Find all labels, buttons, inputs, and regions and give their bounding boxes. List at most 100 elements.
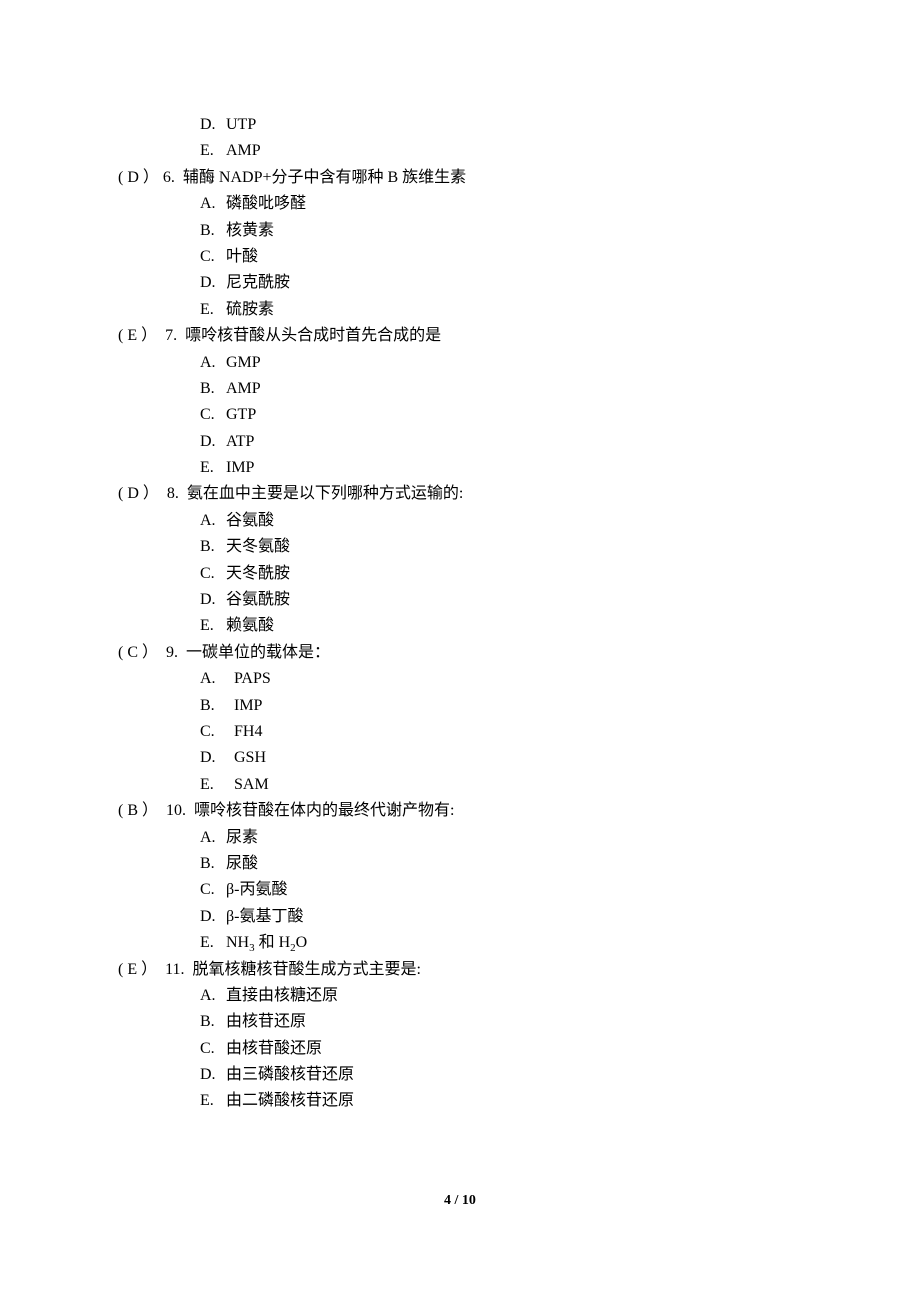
option-text: 磷酸吡哆醛 [226, 195, 306, 212]
question-number: 6. [163, 169, 175, 186]
option-letter: C. [200, 561, 226, 587]
option-line: D.β-氨基丁酸 [118, 904, 802, 930]
answer-letter: B [127, 802, 138, 819]
option-letter: B. [200, 218, 226, 244]
option-text: NH3 和 H2O [226, 934, 307, 951]
option-line: B.天冬氨酸 [118, 534, 802, 560]
option-letter: D. [200, 587, 226, 613]
option-text: AMP [226, 142, 261, 159]
option-letter: E. [200, 772, 234, 798]
option-letter: E. [200, 297, 226, 323]
option-line: D.谷氨酰胺 [118, 587, 802, 613]
option-line: A.直接由核糖还原 [118, 983, 802, 1009]
answer-marker: ( [118, 802, 127, 819]
option-line: E.NH3 和 H2O [118, 930, 802, 956]
option-line: A.尿素 [118, 825, 802, 851]
option-text: 由核苷还原 [226, 1013, 306, 1030]
option-text: 核黄素 [226, 222, 274, 239]
option-text: ATP [226, 433, 254, 450]
question-text: 嘌呤核苷酸在体内的最终代谢产物有: [194, 802, 454, 819]
question-text: 脱氧核糖核苷酸生成方式主要是: [193, 961, 421, 978]
option-line: E.SAM [118, 772, 802, 798]
question-text: 一碳单位的载体是： [186, 644, 330, 661]
option-line: D.ATP [118, 429, 802, 455]
question-stem: ( E ） 11. 脱氧核糖核苷酸生成方式主要是: [118, 957, 802, 983]
option-letter: B. [200, 1009, 226, 1035]
question-stem: ( E ） 7. 嘌呤核苷酸从头合成时首先合成的是 [118, 323, 802, 349]
option-text: GTP [226, 406, 256, 423]
option-line: C.FH4 [118, 719, 802, 745]
answer-marker: ( [118, 485, 127, 502]
question-number: 10. [166, 802, 186, 819]
option-text: 天冬氨酸 [226, 538, 290, 555]
option-text: UTP [226, 116, 256, 133]
option-text: 叶酸 [226, 248, 258, 265]
answer-marker-close: ） [137, 327, 161, 344]
option-letter: A. [200, 825, 226, 851]
option-line: E.由二磷酸核苷还原 [118, 1088, 802, 1114]
option-letter: A. [200, 350, 226, 376]
option-line: C.β-丙氨酸 [118, 877, 802, 903]
option-text: 尿素 [226, 829, 258, 846]
option-letter: A. [200, 666, 234, 692]
option-line: D.尼克酰胺 [118, 270, 802, 296]
question-stem: ( D ） 6. 辅酶 NADP+分子中含有哪种 B 族维生素 [118, 165, 802, 191]
option-letter: D. [200, 745, 234, 771]
option-letter: A. [200, 983, 226, 1009]
option-line: A.磷酸吡哆醛 [118, 191, 802, 217]
option-letter: C. [200, 719, 234, 745]
option-text: 由核苷酸还原 [226, 1040, 322, 1057]
answer-letter: D [127, 485, 139, 502]
option-text: β-氨基丁酸 [226, 908, 303, 925]
answer-marker-close: ） [139, 169, 163, 186]
question-number: 8. [167, 485, 179, 502]
option-letter: D. [200, 112, 226, 138]
option-letter: D. [200, 1062, 226, 1088]
option-text: 天冬酰胺 [226, 565, 290, 582]
option-letter: C. [200, 402, 226, 428]
question-number: 11. [165, 961, 184, 978]
question-text: 辅酶 NADP+分子中含有哪种 B 族维生素 [183, 169, 466, 186]
option-line: E.IMP [118, 455, 802, 481]
option-text: 尼克酰胺 [226, 274, 290, 291]
option-letter: B. [200, 376, 226, 402]
option-line: B.IMP [118, 693, 802, 719]
option-letter: A. [200, 191, 226, 217]
option-text: FH4 [234, 723, 262, 740]
option-text: 尿酸 [226, 855, 258, 872]
question-number: 7. [165, 327, 177, 344]
option-line: B.核黄素 [118, 218, 802, 244]
page-content: D.UTPE.AMP( D ） 6. 辅酶 NADP+分子中含有哪种 B 族维生… [0, 0, 920, 1115]
answer-marker-close: ） [138, 802, 162, 819]
option-letter: D. [200, 429, 226, 455]
option-letter: D. [200, 270, 226, 296]
option-line: C.GTP [118, 402, 802, 428]
option-text: 由二磷酸核苷还原 [226, 1092, 354, 1109]
option-text: IMP [234, 697, 262, 714]
answer-letter: D [127, 169, 139, 186]
answer-marker: ( [118, 961, 127, 978]
option-text: 赖氨酸 [226, 617, 274, 634]
answer-marker-close: ） [139, 485, 163, 502]
option-text: β-丙氨酸 [226, 881, 287, 898]
option-text: GMP [226, 354, 261, 371]
option-letter: B. [200, 534, 226, 560]
option-letter: C. [200, 877, 226, 903]
option-text: 谷氨酰胺 [226, 591, 290, 608]
option-line: A.GMP [118, 350, 802, 376]
option-line: E.赖氨酸 [118, 613, 802, 639]
option-letter: D. [200, 904, 226, 930]
option-line: E.AMP [118, 138, 802, 164]
answer-marker: ( [118, 327, 127, 344]
option-text: IMP [226, 459, 254, 476]
option-letter: E. [200, 138, 226, 164]
option-text: AMP [226, 380, 261, 397]
option-line: D.UTP [118, 112, 802, 138]
option-line: C.天冬酰胺 [118, 561, 802, 587]
option-text: 硫胺素 [226, 301, 274, 318]
answer-letter: E [127, 327, 137, 344]
question-number: 9. [166, 644, 178, 661]
option-letter: B. [200, 851, 226, 877]
answer-letter: E [127, 961, 137, 978]
option-line: A.PAPS [118, 666, 802, 692]
